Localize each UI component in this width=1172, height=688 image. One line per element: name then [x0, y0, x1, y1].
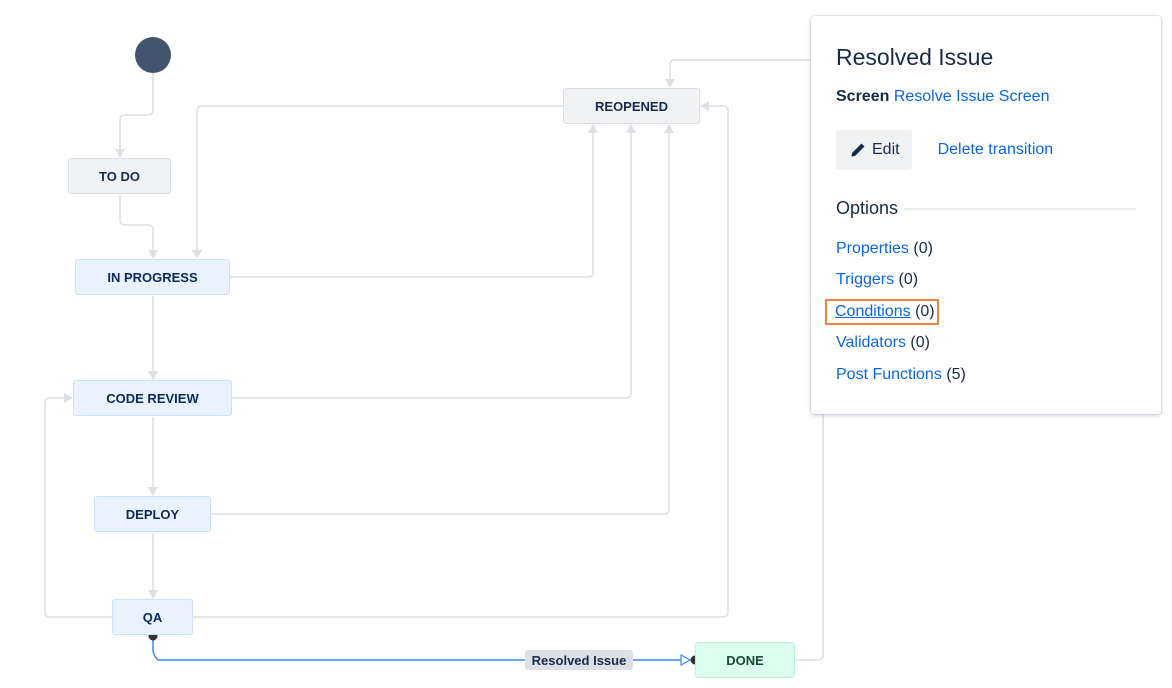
- transition-resolved-issue[interactable]: [152, 636, 690, 660]
- conditions-count: (0): [915, 302, 935, 320]
- conditions-highlight: Conditions (0): [825, 298, 939, 325]
- options-divider: [904, 207, 1136, 210]
- option-triggers: Triggers (0): [836, 265, 1136, 297]
- edit-label: Edit: [872, 141, 900, 158]
- conditions-link[interactable]: Conditions: [835, 302, 911, 320]
- transition-qa-codereview[interactable]: [44, 393, 112, 618]
- post-functions-count: (5): [946, 365, 966, 383]
- options-list: Properties (0) Triggers (0) Conditions (…: [825, 233, 1136, 391]
- properties-link[interactable]: Properties: [836, 239, 909, 257]
- start-node: [135, 37, 171, 73]
- edit-button[interactable]: Edit: [836, 130, 912, 170]
- option-validators: Validators (0): [836, 328, 1136, 360]
- transition-inprogress-reopened[interactable]: [230, 124, 598, 278]
- transition-deploy-reopened[interactable]: [211, 124, 674, 515]
- screen-label: Screen: [836, 88, 890, 105]
- transition-details-panel: Resolved Issue Screen Resolve Issue Scre…: [811, 16, 1161, 414]
- transition-codereview-reopened[interactable]: [232, 124, 636, 399]
- option-post-functions: Post Functions (5): [836, 359, 1136, 391]
- status-node-qa[interactable]: QA: [112, 599, 193, 635]
- pencil-icon: [851, 143, 865, 157]
- options-section-header: Options: [836, 198, 1136, 219]
- properties-count: (0): [913, 239, 933, 257]
- status-node-reopened[interactable]: REOPENED: [563, 88, 700, 124]
- transition-reopened-inprogress[interactable]: [192, 105, 563, 259]
- option-conditions: Conditions (0): [825, 296, 1136, 328]
- triggers-link[interactable]: Triggers: [836, 271, 895, 289]
- transition-label-resolved-issue[interactable]: Resolved Issue: [525, 650, 633, 670]
- status-node-deploy[interactable]: DEPLOY: [94, 496, 211, 532]
- panel-title: Resolved Issue: [836, 44, 994, 70]
- status-node-code-review[interactable]: CODE REVIEW: [73, 380, 232, 416]
- transition-start-todo[interactable]: [115, 73, 154, 158]
- screen-link[interactable]: Resolve Issue Screen: [893, 88, 1050, 105]
- validators-count: (0): [910, 334, 930, 352]
- transition-todo-inprogress[interactable]: [119, 195, 158, 259]
- delete-transition-link[interactable]: Delete transition: [937, 141, 1054, 158]
- validators-link[interactable]: Validators: [836, 334, 906, 352]
- post-functions-link[interactable]: Post Functions: [836, 365, 942, 383]
- status-node-done[interactable]: DONE: [695, 642, 795, 678]
- options-heading: Options: [836, 198, 899, 218]
- screen-row: Screen Resolve Issue Screen: [836, 88, 1136, 106]
- transition-done-reopened[interactable]: [665, 59, 824, 661]
- status-node-todo[interactable]: TO DO: [68, 158, 171, 194]
- status-node-in-progress[interactable]: IN PROGRESS: [75, 259, 230, 295]
- option-properties: Properties (0): [836, 233, 1136, 265]
- triggers-count: (0): [898, 271, 919, 289]
- transition-qa-reopened[interactable]: [193, 101, 729, 618]
